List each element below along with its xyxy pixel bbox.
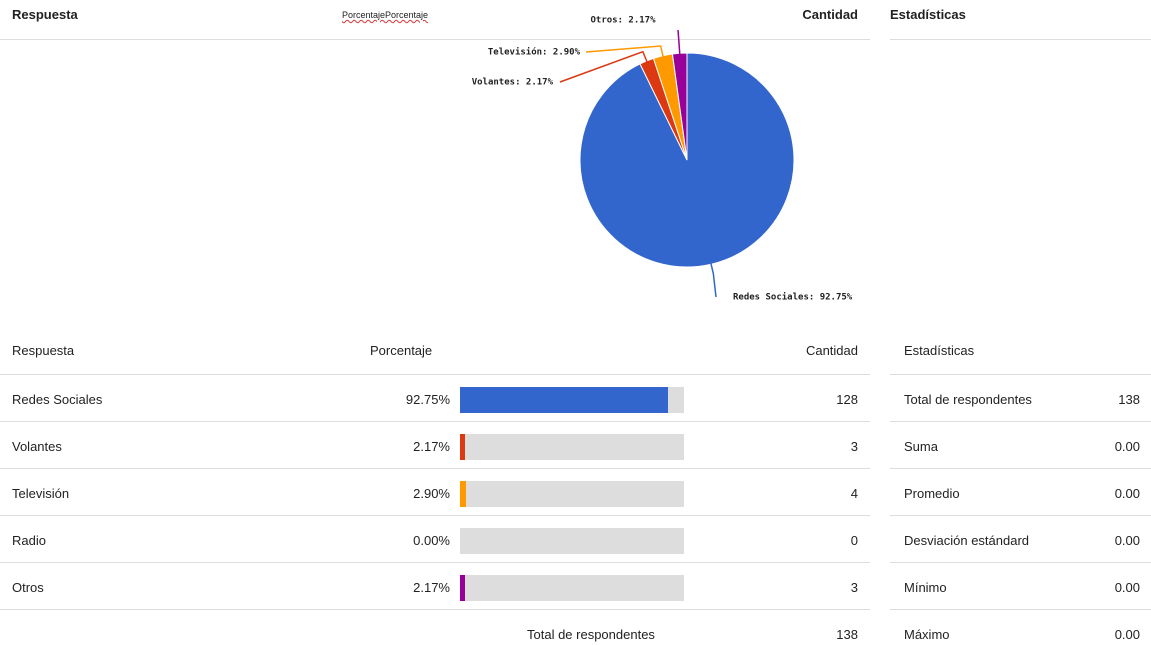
pie-label: Otros: 2.17% (590, 16, 656, 26)
bar-track (460, 481, 684, 507)
header-respuesta: Respuesta (12, 7, 78, 22)
divider (0, 562, 870, 563)
divider (890, 515, 1151, 516)
header-estadisticas: Estadísticas (890, 7, 966, 22)
row-label: Redes Sociales (12, 392, 103, 407)
divider (890, 374, 1151, 375)
footer-value: 138 (836, 627, 858, 642)
divider (0, 609, 870, 610)
divider (890, 609, 1151, 610)
row-label: Volantes (12, 439, 62, 454)
bar-track (460, 575, 684, 601)
bar-track (460, 434, 684, 460)
row-count: 3 (850, 580, 858, 595)
row-label: Otros (12, 580, 44, 595)
stat-value: 0.00 (1114, 627, 1140, 642)
bar (460, 575, 465, 601)
stat-label: Promedio (904, 486, 960, 501)
divider (890, 468, 1151, 469)
stat-label: Suma (904, 439, 938, 454)
stat-label: Total de respondentes (904, 392, 1032, 407)
footer-label: Total de respondentes (527, 627, 655, 642)
header-porcentaje: PorcentajePorcentaje (342, 10, 429, 20)
stat-value: 0.00 (1114, 580, 1140, 595)
row-label: Televisión (12, 486, 70, 501)
leader-line (677, 29, 681, 58)
pie-label: Redes Sociales: 92.75% (733, 292, 853, 303)
stats-title: Estadísticas (904, 343, 975, 358)
stat-label: Mínimo (904, 580, 947, 595)
row-percent: 2.17% (413, 580, 450, 595)
header-cantidad: Cantidad (802, 7, 858, 22)
divider (890, 421, 1151, 422)
row-percent: 0.00% (413, 533, 450, 548)
pie-chart: Redes Sociales: 92.75% Volantes: 2.17% Tel… (472, 16, 853, 303)
row-percent: 2.90% (413, 486, 450, 501)
leader-line (585, 45, 665, 60)
divider (0, 39, 870, 40)
row-count: 128 (836, 392, 858, 407)
col-cantidad: Cantidad (805, 343, 858, 358)
divider (0, 515, 870, 516)
row-count: 0 (850, 533, 858, 548)
stat-value: 0.00 (1114, 486, 1140, 501)
divider (0, 468, 870, 469)
col-porcentaje: Porcentaje (370, 343, 433, 358)
stat-value: 138 (1118, 392, 1140, 407)
pie-label: Volantes: 2.17% (472, 78, 554, 88)
bar (460, 387, 668, 413)
divider (0, 421, 870, 422)
divider (0, 374, 870, 375)
row-percent: 2.17% (413, 439, 450, 454)
stat-label: Desviación estándard (904, 533, 1030, 548)
bar (460, 434, 465, 460)
bar-track (460, 387, 684, 413)
stat-value: 0.00 (1114, 439, 1140, 454)
stat-value: 0.00 (1114, 533, 1140, 548)
row-label: Radio (12, 533, 46, 548)
row-count: 3 (850, 439, 858, 454)
leader-line (559, 50, 649, 83)
col-respuesta: Respuesta (12, 343, 75, 358)
bar-track (460, 528, 684, 554)
bar (460, 481, 467, 507)
divider (890, 562, 1151, 563)
stat-label: Máximo (904, 627, 950, 642)
pie-label: Televisión: 2.90% (488, 47, 581, 58)
divider (890, 39, 1151, 40)
leader-line (709, 260, 717, 298)
row-percent: 92.75% (405, 392, 450, 407)
row-count: 4 (850, 486, 858, 501)
